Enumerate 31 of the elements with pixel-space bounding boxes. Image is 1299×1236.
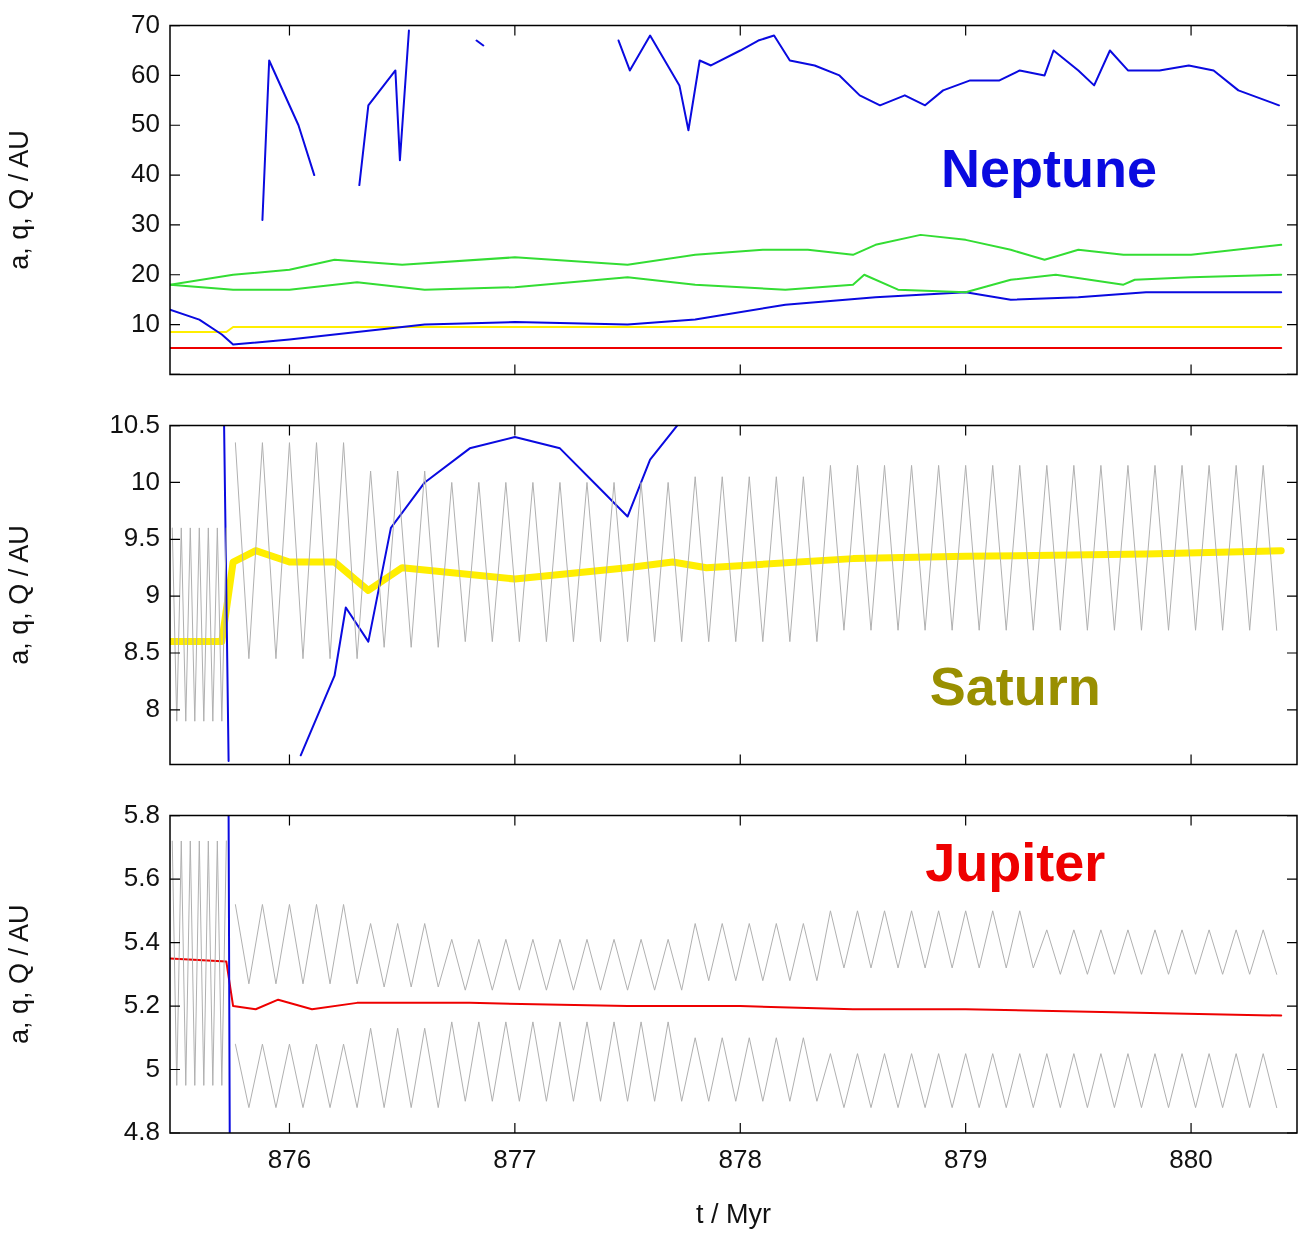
x-tick-label: 878: [718, 1143, 762, 1174]
y-tick-label: 5: [145, 1052, 160, 1083]
y-tick-label: 70: [131, 8, 160, 39]
y-tick-label: 5.2: [123, 989, 160, 1020]
y-tick-label: 40: [131, 158, 160, 189]
y-tick-label: 5.6: [123, 862, 160, 893]
series-label: Saturn: [929, 655, 1101, 716]
y-tick-label: 5.4: [123, 925, 160, 956]
y-tick-label: 8.5: [123, 636, 160, 667]
y-axis-title: a, q, Q / AU: [3, 525, 34, 665]
y-tick-label: 8: [145, 693, 160, 723]
y-tick-label: 4.8: [123, 1116, 160, 1147]
y-tick-label: 9.5: [123, 522, 160, 553]
text: Jupiter: [925, 832, 1106, 893]
series-label: Neptune: [941, 137, 1158, 198]
y-tick-label: 10: [131, 465, 160, 496]
y-tick-label: 9: [145, 579, 160, 610]
y-tick-label: 30: [131, 208, 160, 239]
y-tick-label: 50: [131, 108, 160, 139]
y-tick-label: 60: [131, 58, 160, 89]
y-tick-label: 5.8: [123, 798, 160, 829]
x-axis-title: t / Myr: [696, 1199, 771, 1230]
y-axis-title: a, q, Q / AU: [3, 904, 34, 1045]
y-axis-title: a, q, Q / AU: [3, 130, 34, 270]
x-tick-label: 877: [493, 1143, 537, 1174]
y-tick-label: 20: [131, 257, 160, 288]
y-tick-label: 10: [131, 307, 160, 338]
x-tick-label: 880: [1169, 1143, 1213, 1174]
x-tick-label: 876: [267, 1143, 312, 1174]
y-tick-label: 10.5: [109, 408, 160, 439]
x-tick-label: 879: [943, 1143, 988, 1174]
